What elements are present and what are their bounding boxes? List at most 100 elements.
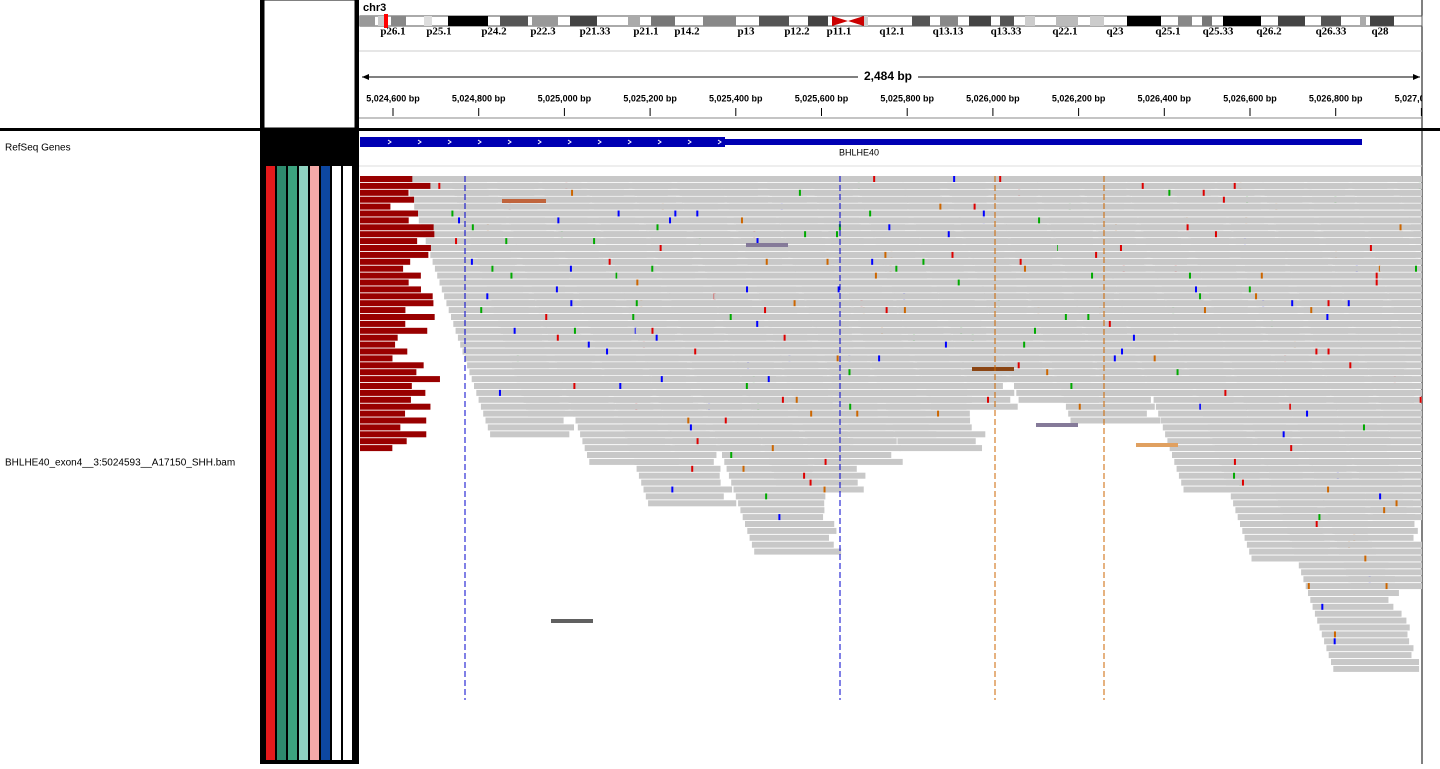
soft-clipped-read (360, 431, 426, 437)
read (1408, 349, 1440, 355)
gene-exon[interactable] (360, 137, 725, 147)
track-name[interactable]: BHLHE40_exon4__3:5024593__A17150_SHH.bam (5, 458, 235, 469)
mismatch (849, 404, 851, 410)
read (1395, 176, 1440, 182)
mismatch (674, 211, 676, 217)
soft-clipped-read (360, 424, 400, 430)
soft-clipped-read (360, 314, 435, 320)
mismatch (1095, 252, 1097, 258)
soft-clipped-read (360, 438, 407, 444)
soft-clipped-read (360, 204, 390, 210)
read (1389, 293, 1440, 299)
read (747, 528, 836, 534)
mismatch (725, 418, 727, 424)
band-label: p22.3 (530, 26, 556, 38)
read (1373, 245, 1440, 251)
read (1310, 597, 1388, 603)
mismatch (1376, 273, 1378, 279)
read (1432, 286, 1440, 292)
mismatch (1065, 314, 1067, 320)
mismatch (884, 252, 886, 258)
read (1357, 197, 1440, 203)
mismatch (1308, 583, 1310, 589)
mismatch (1018, 362, 1020, 368)
read (891, 418, 971, 424)
attribute-columns[interactable] (264, 131, 355, 764)
read (1350, 445, 1440, 451)
mismatch (939, 204, 941, 210)
mismatch (556, 286, 558, 292)
read (646, 493, 724, 499)
cyto-band (1025, 16, 1035, 26)
read (893, 424, 972, 430)
mismatch (768, 376, 770, 382)
read (637, 466, 721, 472)
mismatch (836, 231, 838, 237)
cyto-band (1202, 16, 1212, 26)
read (1353, 321, 1440, 327)
mismatch (778, 514, 780, 520)
read (1360, 342, 1440, 348)
read (1411, 224, 1440, 230)
attr-cell (299, 166, 308, 760)
read (1413, 231, 1440, 237)
read (1400, 190, 1440, 196)
attr-cell (288, 166, 297, 760)
alignments[interactable] (360, 176, 1440, 700)
read (1352, 183, 1437, 189)
read (774, 473, 866, 479)
soft-clipped-read (360, 176, 412, 182)
mismatch (1038, 217, 1040, 223)
gene-intron[interactable] (725, 139, 1362, 145)
read (750, 535, 829, 541)
mismatch (1046, 369, 1048, 375)
soft-clipped-read (360, 355, 392, 361)
mismatch (873, 176, 875, 182)
ruler-label: 5,027,000 bp (1395, 93, 1440, 103)
read (1427, 273, 1440, 279)
mismatch (632, 314, 634, 320)
soft-clipped-read (360, 390, 425, 396)
soft-clipped-read (360, 245, 431, 251)
mismatch (1290, 445, 1292, 451)
mismatch (1233, 473, 1235, 479)
cyto-band (360, 16, 375, 26)
read (1337, 542, 1422, 548)
read (1344, 562, 1424, 568)
track-name[interactable]: RefSeq Genes (5, 143, 71, 154)
mismatch (888, 224, 890, 230)
read (807, 438, 896, 444)
read (1339, 549, 1423, 555)
read (776, 480, 857, 486)
soft-clipped-read (360, 217, 409, 223)
read (1407, 211, 1440, 217)
cyto-band (1321, 16, 1341, 26)
mismatch (1420, 397, 1422, 403)
ruler-label: 5,024,600 bp (366, 93, 420, 103)
band-label: q13.13 (933, 26, 964, 38)
mismatch (945, 342, 947, 348)
soft-clipped-read (360, 266, 403, 272)
mismatch (1321, 604, 1323, 610)
read (1391, 300, 1440, 306)
read (812, 452, 891, 458)
attr-cell (321, 166, 330, 760)
read (1387, 286, 1440, 292)
insertion-read (1036, 423, 1078, 427)
band-label: q13.33 (991, 26, 1022, 38)
read (1394, 307, 1440, 313)
read (1068, 411, 1147, 417)
read (1390, 431, 1440, 437)
mismatch (656, 335, 658, 341)
mismatch (825, 459, 827, 465)
soft-clipped-read (360, 280, 409, 286)
ruler-label: 5,025,800 bp (880, 93, 934, 103)
read (1362, 211, 1440, 217)
mismatch (794, 300, 796, 306)
read (1385, 280, 1440, 286)
mismatch (804, 231, 806, 237)
soft-clipped-read (360, 362, 424, 368)
read (1335, 535, 1414, 541)
chromosome[interactable]: chr3 (363, 2, 386, 14)
